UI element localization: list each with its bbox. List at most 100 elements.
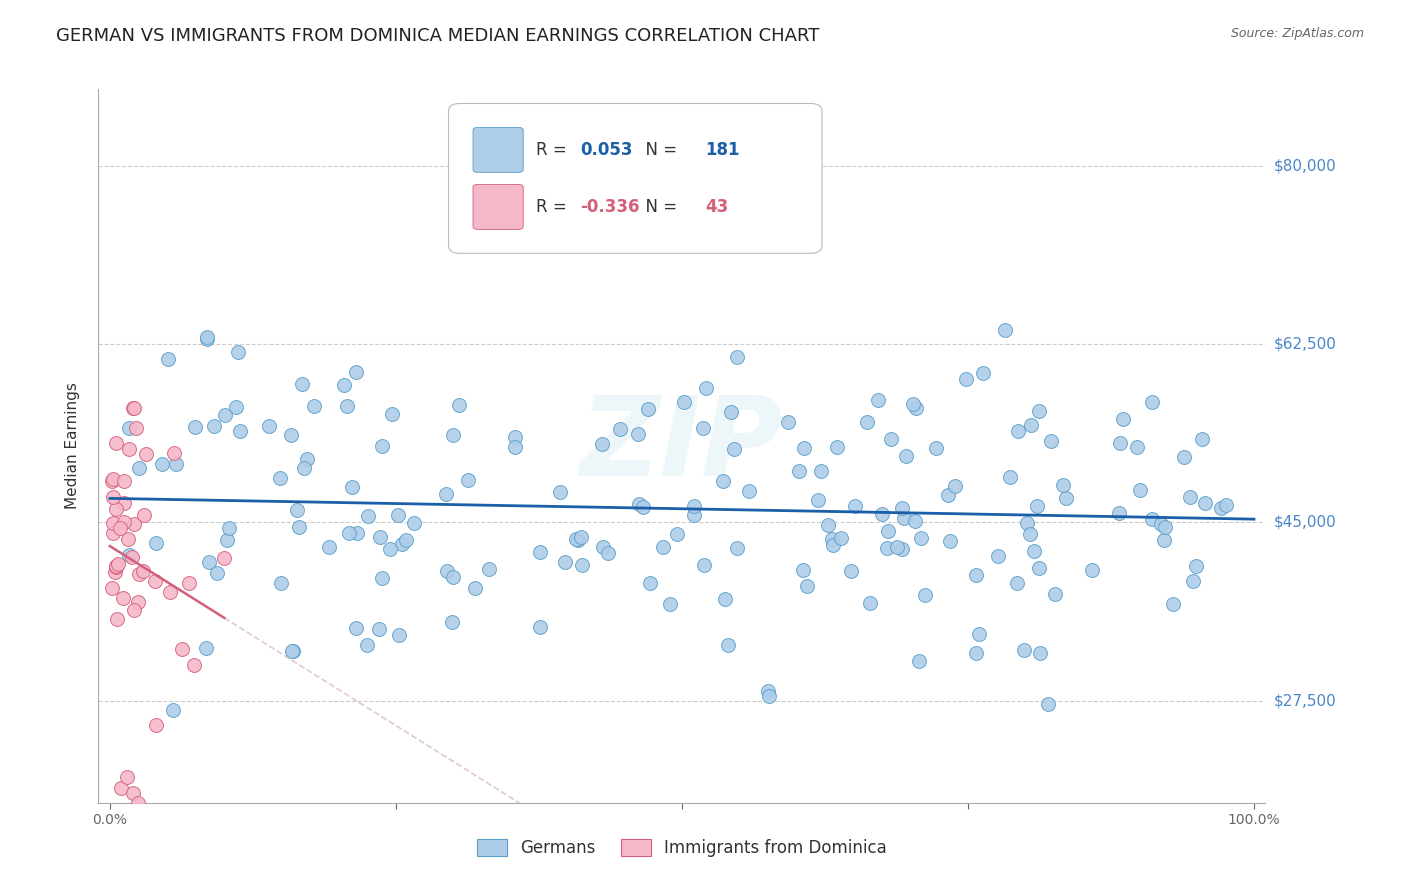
- Point: [1111, 411, 1133, 425]
- Point: [1215, 498, 1237, 512]
- Point: [998, 470, 1021, 484]
- Point: [503, 440, 526, 454]
- Text: N =: N =: [636, 198, 682, 216]
- Point: [131, 564, 153, 578]
- Point: [128, 567, 150, 582]
- Point: [503, 430, 526, 444]
- Point: [170, 642, 193, 657]
- Point: [1150, 517, 1173, 532]
- Point: [387, 508, 409, 522]
- Point: [914, 588, 936, 602]
- Point: [297, 452, 319, 467]
- Point: [117, 533, 139, 547]
- Point: [280, 427, 302, 442]
- Point: [304, 399, 326, 413]
- Point: [101, 516, 124, 530]
- Point: [195, 330, 218, 344]
- Point: [825, 440, 848, 454]
- Point: [292, 461, 315, 475]
- Point: [228, 345, 250, 359]
- Point: [101, 525, 124, 540]
- Point: [357, 509, 380, 524]
- Point: [121, 786, 143, 800]
- Point: [1019, 417, 1042, 432]
- Point: [184, 420, 207, 434]
- Point: [202, 418, 225, 433]
- Point: [368, 529, 391, 543]
- Point: [1012, 643, 1035, 657]
- Point: [793, 441, 815, 455]
- Point: [122, 401, 145, 416]
- Point: [395, 533, 418, 548]
- Point: [198, 555, 221, 569]
- Point: [145, 536, 167, 550]
- Point: [756, 684, 779, 698]
- Point: [1081, 563, 1104, 577]
- Point: [457, 473, 479, 487]
- FancyBboxPatch shape: [472, 128, 523, 172]
- Point: [344, 621, 367, 635]
- Point: [904, 514, 927, 528]
- Point: [987, 549, 1010, 563]
- Point: [440, 615, 463, 629]
- Point: [1173, 450, 1195, 464]
- Point: [104, 435, 127, 450]
- Point: [943, 479, 966, 493]
- Point: [807, 492, 830, 507]
- Point: [118, 442, 141, 456]
- Text: Source: ZipAtlas.com: Source: ZipAtlas.com: [1230, 27, 1364, 40]
- Point: [725, 350, 748, 364]
- Point: [225, 401, 247, 415]
- Point: [925, 442, 948, 456]
- Point: [1026, 499, 1049, 513]
- Point: [101, 490, 124, 504]
- Point: [631, 500, 654, 514]
- Point: [905, 401, 928, 416]
- Point: [344, 365, 367, 379]
- Point: [695, 381, 717, 395]
- Point: [145, 718, 167, 732]
- Point: [673, 394, 696, 409]
- Point: [1142, 395, 1164, 409]
- Point: [972, 366, 994, 380]
- Point: [856, 415, 879, 429]
- Point: [281, 644, 304, 658]
- Point: [177, 576, 200, 591]
- Point: [150, 457, 173, 471]
- Point: [886, 540, 908, 554]
- Point: [404, 516, 426, 530]
- Point: [652, 540, 675, 554]
- Point: [122, 401, 145, 415]
- Point: [336, 399, 359, 413]
- Point: [105, 612, 128, 626]
- FancyBboxPatch shape: [449, 103, 823, 253]
- Point: [1194, 496, 1216, 510]
- Point: [162, 703, 184, 717]
- Point: [388, 628, 411, 642]
- Text: $45,000: $45,000: [1274, 515, 1337, 530]
- Point: [105, 502, 128, 516]
- Point: [1180, 491, 1202, 505]
- Point: [529, 620, 551, 634]
- Point: [367, 622, 389, 636]
- Point: [112, 474, 135, 488]
- Point: [381, 408, 404, 422]
- Point: [1109, 436, 1132, 450]
- Point: [1024, 544, 1046, 558]
- Point: [877, 524, 900, 538]
- Point: [127, 594, 149, 608]
- Point: [436, 564, 458, 578]
- Point: [122, 516, 145, 531]
- Point: [890, 501, 912, 516]
- Point: [195, 641, 218, 656]
- Point: [627, 427, 650, 442]
- Text: 181: 181: [706, 141, 740, 159]
- Point: [104, 566, 127, 580]
- Point: [1140, 512, 1163, 526]
- Point: [609, 422, 631, 436]
- Point: [993, 322, 1015, 336]
- Point: [910, 532, 932, 546]
- Point: [101, 472, 124, 486]
- Point: [1052, 478, 1074, 492]
- Point: [105, 558, 128, 573]
